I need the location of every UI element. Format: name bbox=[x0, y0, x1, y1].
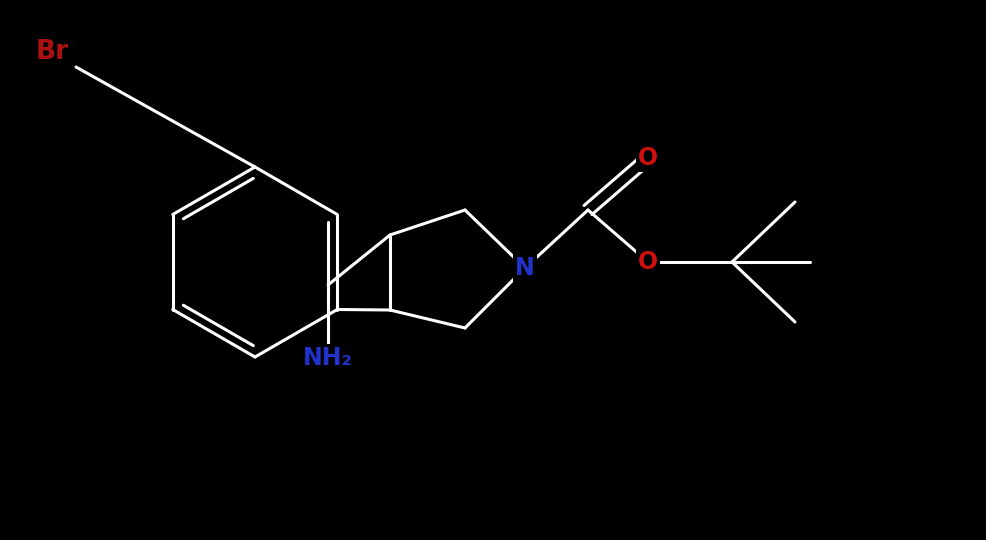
Text: Br: Br bbox=[35, 39, 69, 65]
Text: O: O bbox=[638, 146, 658, 170]
Text: O: O bbox=[638, 250, 658, 274]
Text: N: N bbox=[515, 256, 534, 280]
Text: NH₂: NH₂ bbox=[303, 346, 353, 370]
